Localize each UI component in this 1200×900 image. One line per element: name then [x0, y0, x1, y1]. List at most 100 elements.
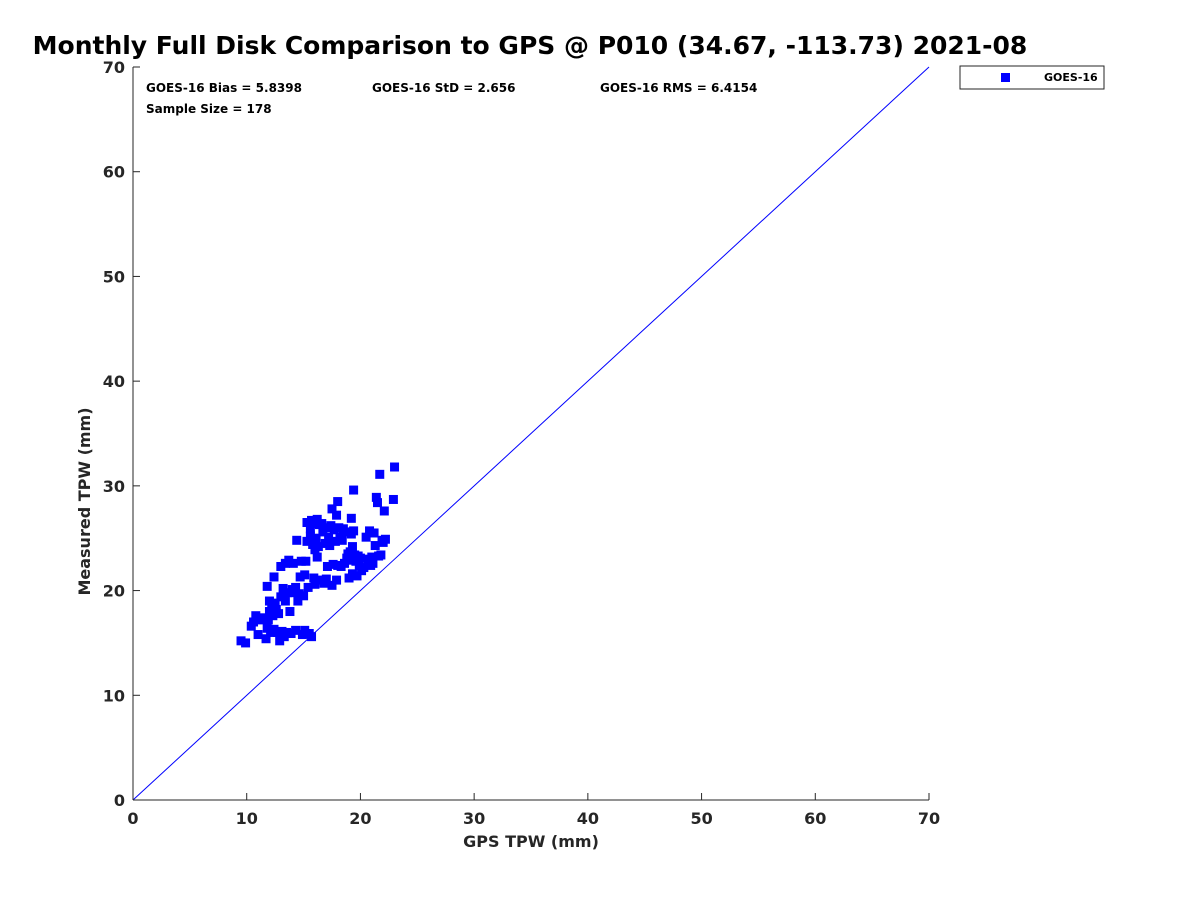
one-to-one-reference-line — [132, 66, 930, 801]
data-point — [324, 532, 334, 542]
data-point — [370, 541, 380, 551]
x-tick-label: 20 — [349, 809, 371, 828]
chart-title: Monthly Full Disk Comparison to GPS @ P0… — [33, 31, 1028, 60]
data-point — [286, 629, 296, 639]
data-point — [307, 632, 317, 642]
data-point — [321, 523, 331, 533]
x-tick-label: 0 — [127, 809, 138, 828]
data-point — [275, 636, 285, 646]
y-tick-label: 10 — [103, 686, 125, 705]
data-point — [288, 558, 298, 568]
data-point — [313, 542, 323, 552]
data-point — [375, 469, 385, 479]
data-point — [322, 561, 332, 571]
data-point — [345, 547, 355, 557]
data-point — [347, 542, 357, 552]
y-tick-label: 60 — [103, 163, 125, 182]
data-point — [380, 534, 390, 544]
data-point — [349, 526, 359, 536]
data-point — [372, 498, 382, 508]
data-point — [305, 531, 315, 541]
data-point — [379, 506, 389, 516]
y-tick-label: 50 — [103, 267, 125, 286]
data-point — [327, 504, 337, 514]
x-tick-label: 50 — [690, 809, 712, 828]
data-point — [321, 574, 331, 584]
data-point — [301, 556, 311, 566]
data-point — [308, 539, 318, 549]
data-point — [280, 596, 290, 606]
data-point — [270, 598, 280, 608]
data-point — [365, 526, 375, 536]
data-point — [310, 579, 320, 589]
data-point — [327, 580, 337, 590]
data-point — [376, 550, 386, 560]
data-point — [359, 563, 369, 573]
x-tick-label: 40 — [577, 809, 599, 828]
data-point — [259, 613, 269, 623]
data-points-goes-16 — [236, 462, 400, 648]
data-point — [312, 552, 322, 562]
data-point — [328, 559, 338, 569]
data-point — [329, 525, 339, 535]
data-point — [295, 572, 305, 582]
data-point — [262, 581, 272, 591]
data-point — [352, 571, 362, 581]
data-point — [272, 627, 282, 637]
data-point — [241, 638, 251, 648]
data-point — [300, 570, 310, 580]
legend-marker-square — [1001, 73, 1010, 82]
y-axis-ticks: 0 10 20 30 40 50 60 70 — [103, 58, 140, 810]
std-stat: GOES-16 StD = 2.656 — [372, 81, 515, 95]
data-point — [285, 607, 295, 617]
data-point — [320, 538, 330, 548]
y-tick-label: 0 — [114, 791, 125, 810]
data-point — [274, 609, 284, 619]
data-point — [325, 541, 335, 551]
data-point — [299, 591, 309, 601]
bias-stat: GOES-16 Bias = 5.8398 — [146, 81, 302, 95]
data-point — [292, 535, 302, 545]
data-point — [367, 552, 377, 562]
data-point — [330, 536, 340, 546]
data-point — [332, 575, 342, 585]
data-point — [302, 518, 312, 528]
data-point — [333, 497, 343, 507]
legend-box — [959, 65, 1105, 90]
data-point — [300, 625, 310, 635]
data-point — [354, 560, 364, 570]
y-tick-label: 30 — [103, 477, 125, 496]
data-point — [332, 510, 342, 520]
data-point — [371, 492, 381, 502]
x-tick-label: 70 — [918, 809, 940, 828]
x-tick-label: 30 — [463, 809, 485, 828]
data-point — [282, 627, 292, 637]
data-point — [276, 592, 286, 602]
legend-entry-goes-16: GOES-16 — [1044, 71, 1098, 84]
data-point — [388, 494, 398, 504]
data-point — [311, 533, 321, 543]
y-tick-label: 40 — [103, 372, 125, 391]
data-point — [334, 523, 344, 533]
data-point — [294, 589, 304, 599]
data-point — [269, 572, 279, 582]
data-point — [249, 617, 259, 627]
x-tick-label: 10 — [236, 809, 258, 828]
data-point — [291, 625, 301, 635]
data-point — [347, 569, 357, 579]
data-point — [236, 636, 246, 646]
data-point — [341, 527, 351, 537]
legend: GOES-16 — [959, 65, 1105, 90]
data-point — [344, 555, 354, 565]
data-point — [261, 634, 271, 644]
data-point — [302, 536, 312, 546]
y-axis-label: Measured TPW (mm) — [75, 407, 94, 595]
data-point — [291, 582, 301, 592]
data-point — [317, 519, 327, 529]
y-tick-label: 20 — [103, 582, 125, 601]
plot-area: 0 10 20 30 40 50 60 70 0 10 20 30 40 50 60 70 — [103, 58, 940, 828]
x-axis-label: GPS TPW (mm) — [463, 832, 599, 851]
data-point — [278, 583, 288, 593]
data-point — [340, 558, 350, 568]
data-point — [361, 532, 371, 542]
